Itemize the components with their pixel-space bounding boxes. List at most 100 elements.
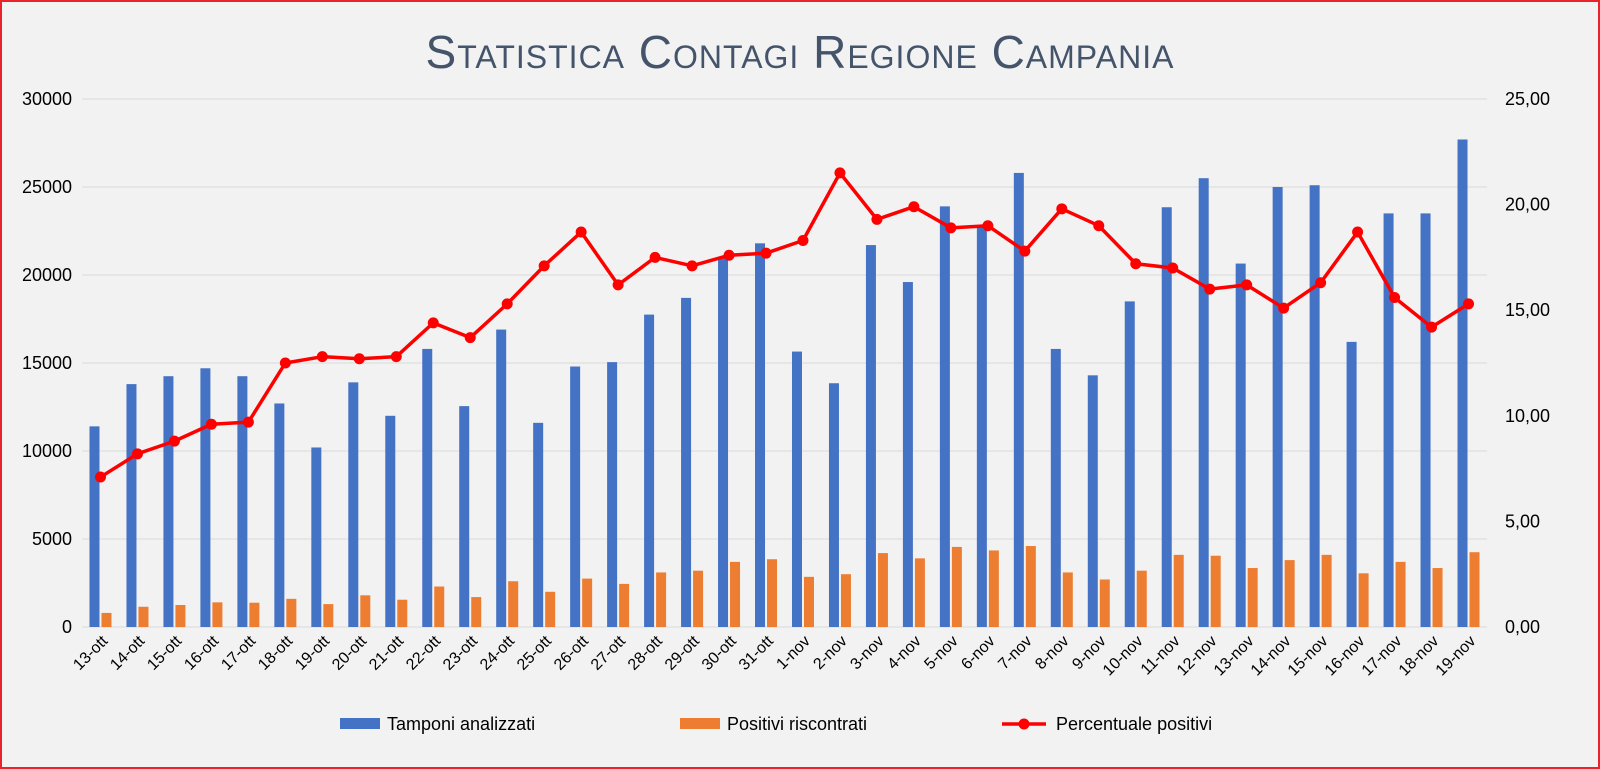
percent-point (1278, 302, 1290, 314)
legend-swatch (680, 718, 720, 729)
bar-tamponi (1383, 213, 1394, 627)
percent-line-path (99, 171, 1470, 479)
x-tick-label: 25-ott (514, 632, 555, 673)
right-tick-label: 10,00 (1505, 406, 1550, 426)
bar-positivi (1173, 554, 1184, 627)
bar-tamponi (459, 406, 470, 627)
x-tick-label: 12-nov (1174, 633, 1221, 680)
x-tick-label: 10-nov (1100, 633, 1147, 680)
x-tick-label: 19-ott (292, 632, 333, 673)
x-tick-label: 24-ott (477, 632, 518, 673)
bar-positivi (951, 546, 962, 627)
bar-tamponi (533, 422, 544, 627)
legend-label: Positivi riscontrati (727, 714, 867, 734)
percent-point (1204, 283, 1216, 295)
x-tick-label: 31-ott (736, 632, 777, 673)
legend-label: Percentuale positivi (1056, 714, 1212, 734)
percent-point (168, 435, 180, 447)
bar-positivi (803, 576, 814, 627)
percent-point (686, 260, 698, 272)
bar-tamponi (1346, 341, 1357, 627)
bar-tamponi (1272, 187, 1283, 627)
bar-tamponi (385, 415, 396, 627)
left-tick-label: 25000 (22, 177, 72, 197)
bar-positivi (249, 602, 260, 627)
bar-positivi (988, 550, 999, 627)
x-tick-label: 1-nov (773, 633, 813, 673)
percent-point (649, 251, 661, 263)
bar-positivi (323, 604, 334, 627)
bar-positivi (1395, 561, 1406, 627)
bar-tamponi (1124, 301, 1135, 627)
bar-tamponi (570, 366, 581, 627)
left-axis: 0 5000 10000 15000 20000 25000 30000 (22, 89, 72, 637)
bar-tamponi (755, 243, 766, 627)
percent-point (1241, 279, 1253, 291)
percent-point (279, 357, 291, 369)
bar-tamponi (607, 362, 618, 627)
bar-tamponi (1309, 185, 1320, 628)
bar-positivi (877, 553, 888, 627)
bar-positivi (619, 583, 630, 627)
x-tick-label: 4-nov (884, 633, 924, 673)
x-tick-label: 16-ott (181, 632, 222, 673)
bar-positivi (1025, 546, 1036, 627)
percent-point (1463, 298, 1475, 310)
legend-line-marker (1018, 718, 1030, 730)
percent-point (353, 353, 365, 365)
percent-point (501, 298, 513, 310)
x-tick-label: 28-ott (625, 632, 666, 673)
x-tick-label: 7-nov (995, 633, 1035, 673)
x-tick-label: 17-nov (1359, 633, 1406, 680)
left-tick-label: 5000 (32, 529, 72, 549)
percent-point (908, 201, 920, 213)
x-tick-label: 26-ott (551, 632, 592, 673)
x-tick-label: 21-ott (366, 632, 407, 673)
bars (89, 139, 1480, 628)
x-tick-label: 15-nov (1285, 633, 1332, 680)
right-tick-label: 15,00 (1505, 300, 1550, 320)
bar-positivi (730, 561, 741, 627)
left-tick-label: 0 (62, 617, 72, 637)
percent-point (1056, 203, 1068, 215)
percent-point (131, 448, 143, 460)
bar-positivi (1099, 579, 1110, 627)
x-tick-label: 8-nov (1032, 633, 1072, 673)
bar-tamponi (311, 447, 322, 627)
percent-point (760, 247, 772, 259)
bar-positivi (1136, 570, 1147, 627)
bar-positivi (508, 581, 519, 627)
bar-positivi (545, 591, 556, 627)
bar-tamponi (1198, 178, 1209, 627)
percent-point (575, 226, 587, 238)
bar-positivi (212, 602, 223, 627)
bar-positivi (693, 570, 704, 627)
x-tick-label: 20-ott (329, 632, 370, 673)
percent-point (612, 279, 624, 291)
percent-point (316, 351, 328, 363)
bar-tamponi (163, 376, 174, 627)
bar-positivi (914, 558, 925, 627)
bar-positivi (471, 597, 482, 627)
x-tick-label: 16-nov (1322, 633, 1369, 680)
chart-title: Statistica Contagi Regione Campania (426, 26, 1175, 78)
percent-point (1093, 220, 1105, 232)
percent-point (242, 416, 254, 428)
x-tick-label: 5-nov (921, 633, 961, 673)
percent-point (871, 213, 883, 225)
bar-positivi (1062, 572, 1073, 627)
x-tick-label: 14-nov (1248, 633, 1295, 680)
bar-tamponi (644, 314, 655, 627)
bar-tamponi (791, 351, 802, 627)
legend-label: Tamponi analizzati (387, 714, 535, 734)
x-tick-label: 17-ott (218, 632, 259, 673)
bar-tamponi (1161, 207, 1172, 628)
bar-tamponi (718, 256, 729, 627)
bar-tamponi (126, 384, 137, 627)
bar-tamponi (496, 329, 507, 627)
percent-point (1315, 277, 1327, 289)
x-tick-label: 11-nov (1138, 633, 1184, 679)
left-tick-label: 30000 (22, 89, 72, 109)
x-tick-label: 18-nov (1396, 633, 1443, 680)
